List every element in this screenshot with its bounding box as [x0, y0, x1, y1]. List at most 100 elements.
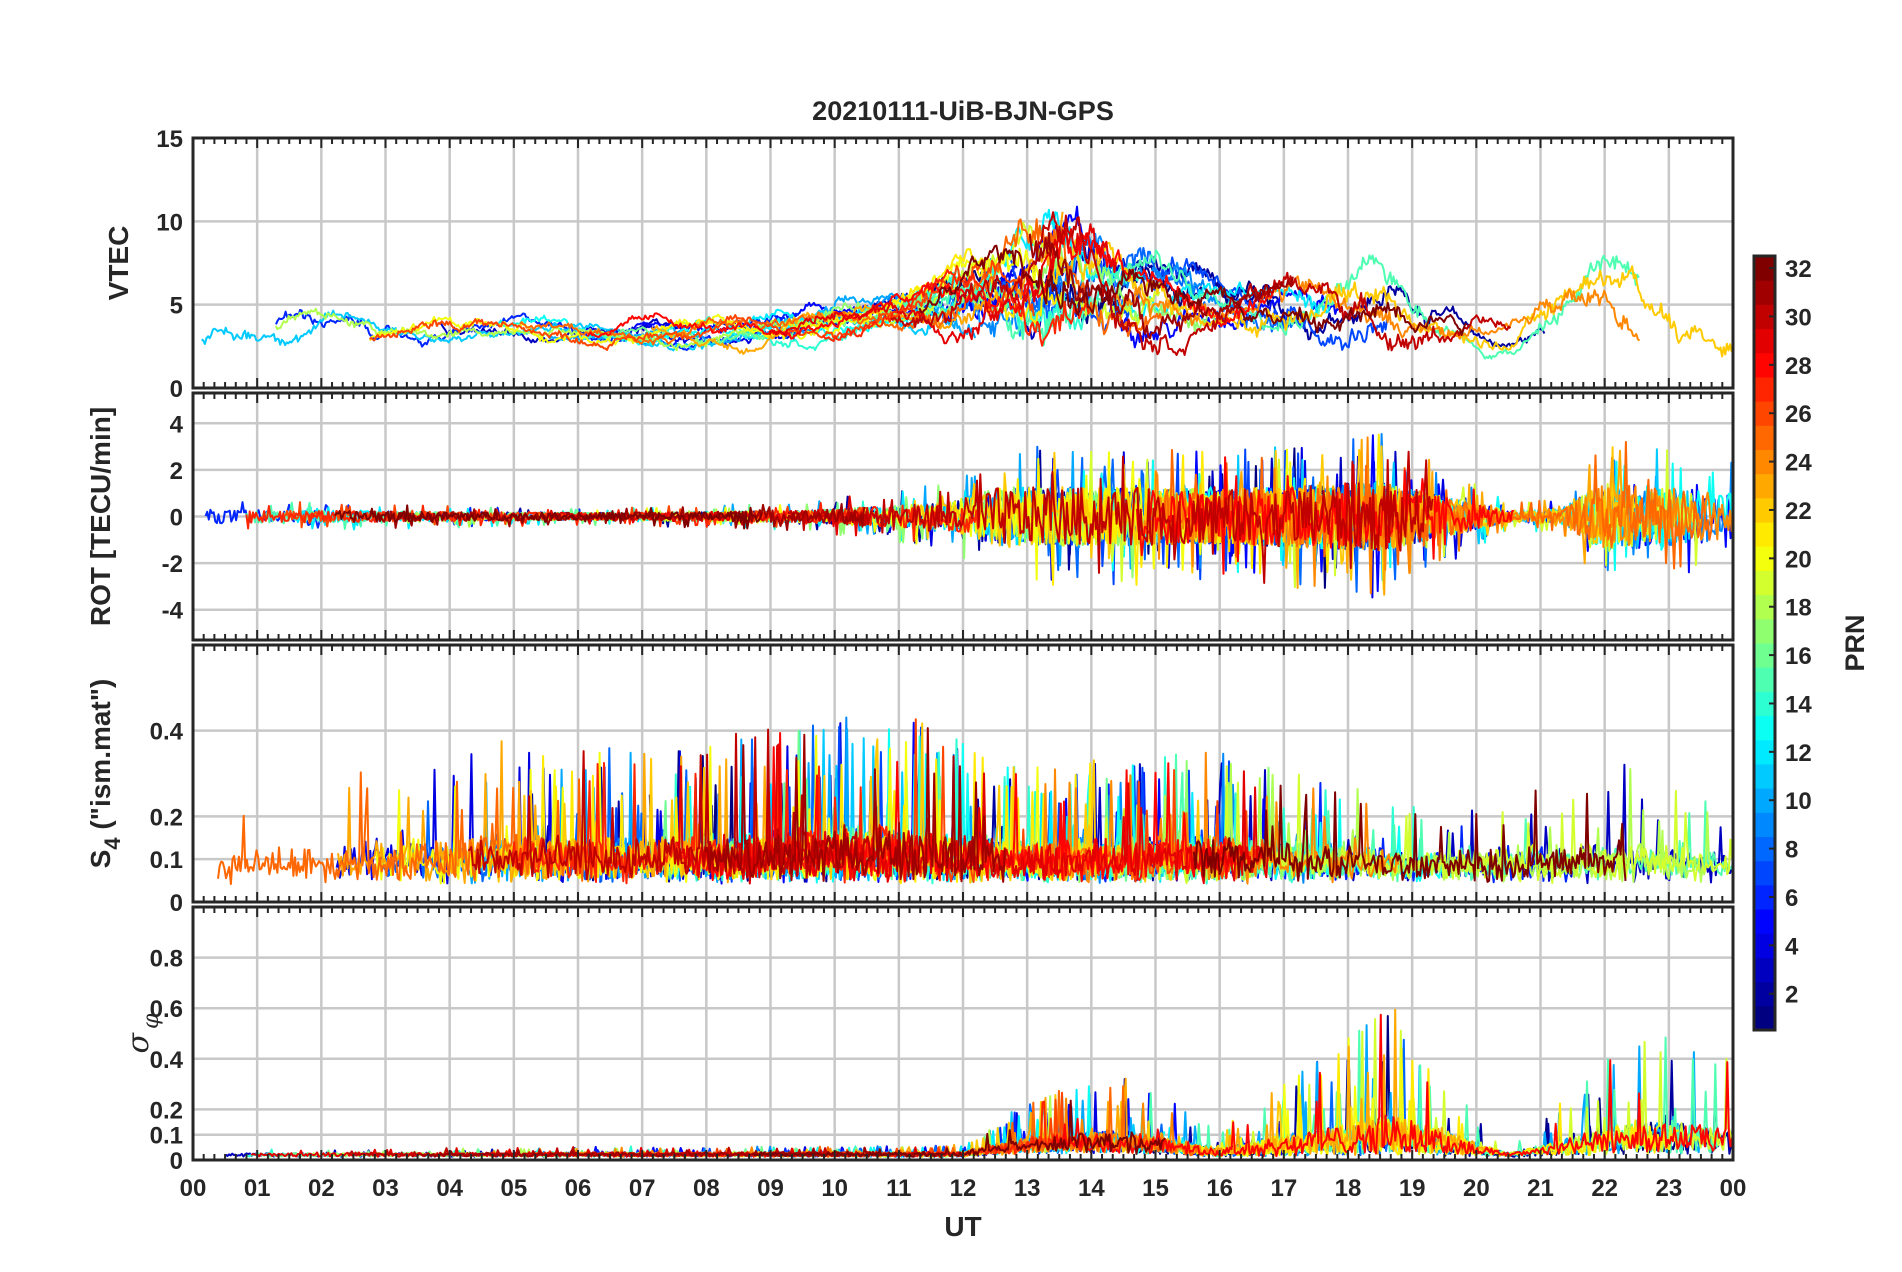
colorbar-segment [1754, 376, 1775, 402]
x-tick-label: 11 [886, 1175, 911, 1202]
x-tick-label: 13 [1014, 1175, 1041, 1202]
trace-prn-31 [703, 727, 1006, 883]
trace-prn-24 [1113, 275, 1641, 342]
y-tick-label: 0 [170, 890, 183, 917]
colorbar-tick-label: 12 [1785, 740, 1812, 767]
x-tick-label: 15 [1142, 1175, 1169, 1202]
y-tick-label: -2 [162, 551, 183, 578]
y-tick-label: 0 [170, 376, 183, 403]
trace-prn-18 [274, 307, 827, 352]
colorbar-segment [1754, 449, 1775, 475]
y-tick-label: 0 [170, 1148, 183, 1175]
panel-rot: -4 -2 0 2 4 ROT [TECU/min] [85, 391, 1735, 642]
colorbar-segment [1754, 909, 1775, 934]
colorbar-segment [1754, 884, 1775, 910]
colorbar-tick-label: 32 [1785, 256, 1812, 283]
trace-prn-28 [586, 230, 1274, 340]
y-axis-label: VTEC [103, 226, 134, 301]
trace-prn-32 [334, 504, 763, 530]
colorbar-frame [1752, 254, 1777, 1032]
colorbar-segment [1754, 328, 1775, 354]
colorbar-segment [1754, 788, 1775, 813]
y-tick-label: 5 [170, 293, 183, 320]
traces [204, 433, 1733, 599]
y-tick-label: 2 [170, 458, 183, 485]
colorbar-segment [1754, 860, 1775, 886]
colorbar-segment [1754, 739, 1775, 765]
figure-title: 20210111-UiB-BJN-GPS [812, 96, 1114, 126]
colorbar-segment [1754, 812, 1775, 837]
x-tick-label: 05 [500, 1175, 527, 1202]
x-tick-label: 10 [821, 1175, 848, 1202]
colorbar-segment [1754, 715, 1775, 741]
x-tick-label: 00 [1720, 1175, 1747, 1202]
y-tick-label: 0.8 [150, 946, 183, 973]
trace-prn-15 [893, 249, 1640, 360]
colorbar-segment [1754, 667, 1775, 692]
x-tick-label: 00 [180, 1175, 207, 1202]
traces [217, 716, 1733, 886]
panel-vtec: 0 5 10 15 VTEC [103, 126, 1735, 403]
panel-s4: 0 0.1 0.2 0.4 S4 ("ism.mat") [85, 643, 1735, 917]
colorbar-segment [1754, 691, 1775, 717]
trace-prn-28 [1049, 1013, 1733, 1158]
y-axis-label: ROT [TECU/min] [85, 407, 116, 626]
y-tick-label: 0.2 [150, 804, 183, 831]
trace-prn-31 [1028, 231, 1294, 340]
x-tick-label: 12 [950, 1175, 977, 1202]
y-tick-label: -4 [162, 598, 184, 625]
trace-prn-30 [787, 450, 1434, 584]
colorbar-segment [1754, 546, 1775, 571]
colorbar-tick-label: 10 [1785, 788, 1812, 815]
colorbar-tick-label: 18 [1785, 595, 1812, 622]
x-axis-label: UT [944, 1211, 981, 1242]
colorbar-tick-label: 2 [1785, 982, 1798, 1009]
colorbar-segment [1754, 497, 1775, 523]
colorbar-tick-label: 22 [1785, 498, 1812, 525]
colorbar-segment [1754, 933, 1775, 958]
trace-prn-7 [981, 250, 1389, 351]
trace-prn-31 [369, 503, 866, 531]
y-tick-label: 0.4 [150, 1047, 184, 1074]
colorbar-segment [1754, 570, 1775, 596]
colorbar-segment [1754, 957, 1775, 983]
trace-prn-2 [1126, 255, 1546, 349]
colorbar-segment [1754, 618, 1775, 644]
colorbar-segment [1754, 280, 1775, 305]
colorbar-segment [1754, 425, 1775, 450]
trace-prn-27 [822, 268, 1090, 347]
colorbar-segment [1754, 522, 1775, 547]
x-tick-label: 08 [693, 1175, 720, 1202]
colorbar-segment [1754, 763, 1775, 789]
trace-prn-29 [676, 743, 1269, 885]
x-tick-label: 17 [1270, 1175, 1297, 1202]
trace-prn-30 [890, 211, 1512, 356]
colorbar-tick-label: 8 [1785, 837, 1798, 864]
x-tick-label: 16 [1206, 1175, 1233, 1202]
colorbar-segment [1754, 1005, 1775, 1031]
traces [201, 205, 1733, 360]
colorbar-tick-label: 6 [1785, 885, 1798, 912]
trace-prn-32 [918, 244, 1468, 336]
x-tick-label: 04 [436, 1175, 463, 1202]
colorbar-tick-label: 14 [1785, 691, 1812, 718]
trace-prn-26 [369, 258, 1035, 351]
trace-prn-14 [575, 258, 1144, 351]
colorbar-tick-label: 24 [1785, 450, 1812, 477]
x-tick-label: 19 [1399, 1175, 1426, 1202]
panel-sigma-phi: 00.10.2 0.4 0.6 0.8 σφ [121, 905, 1735, 1175]
y-tick-label: 15 [156, 126, 183, 153]
x-tick-label: 07 [629, 1175, 656, 1202]
colorbar-segment [1754, 304, 1775, 330]
x-tick-label: 22 [1591, 1175, 1618, 1202]
colorbar-segment [1754, 352, 1775, 378]
colorbar-segment [1754, 836, 1775, 862]
x-tick-label: 03 [372, 1175, 399, 1202]
colorbar-tick-label: 4 [1785, 933, 1799, 960]
y-tick-label: 0.2 [150, 1097, 183, 1124]
x-tick-label: 18 [1335, 1175, 1362, 1202]
colorbar-segment [1754, 981, 1775, 1007]
colorbar-segment [1754, 473, 1775, 499]
